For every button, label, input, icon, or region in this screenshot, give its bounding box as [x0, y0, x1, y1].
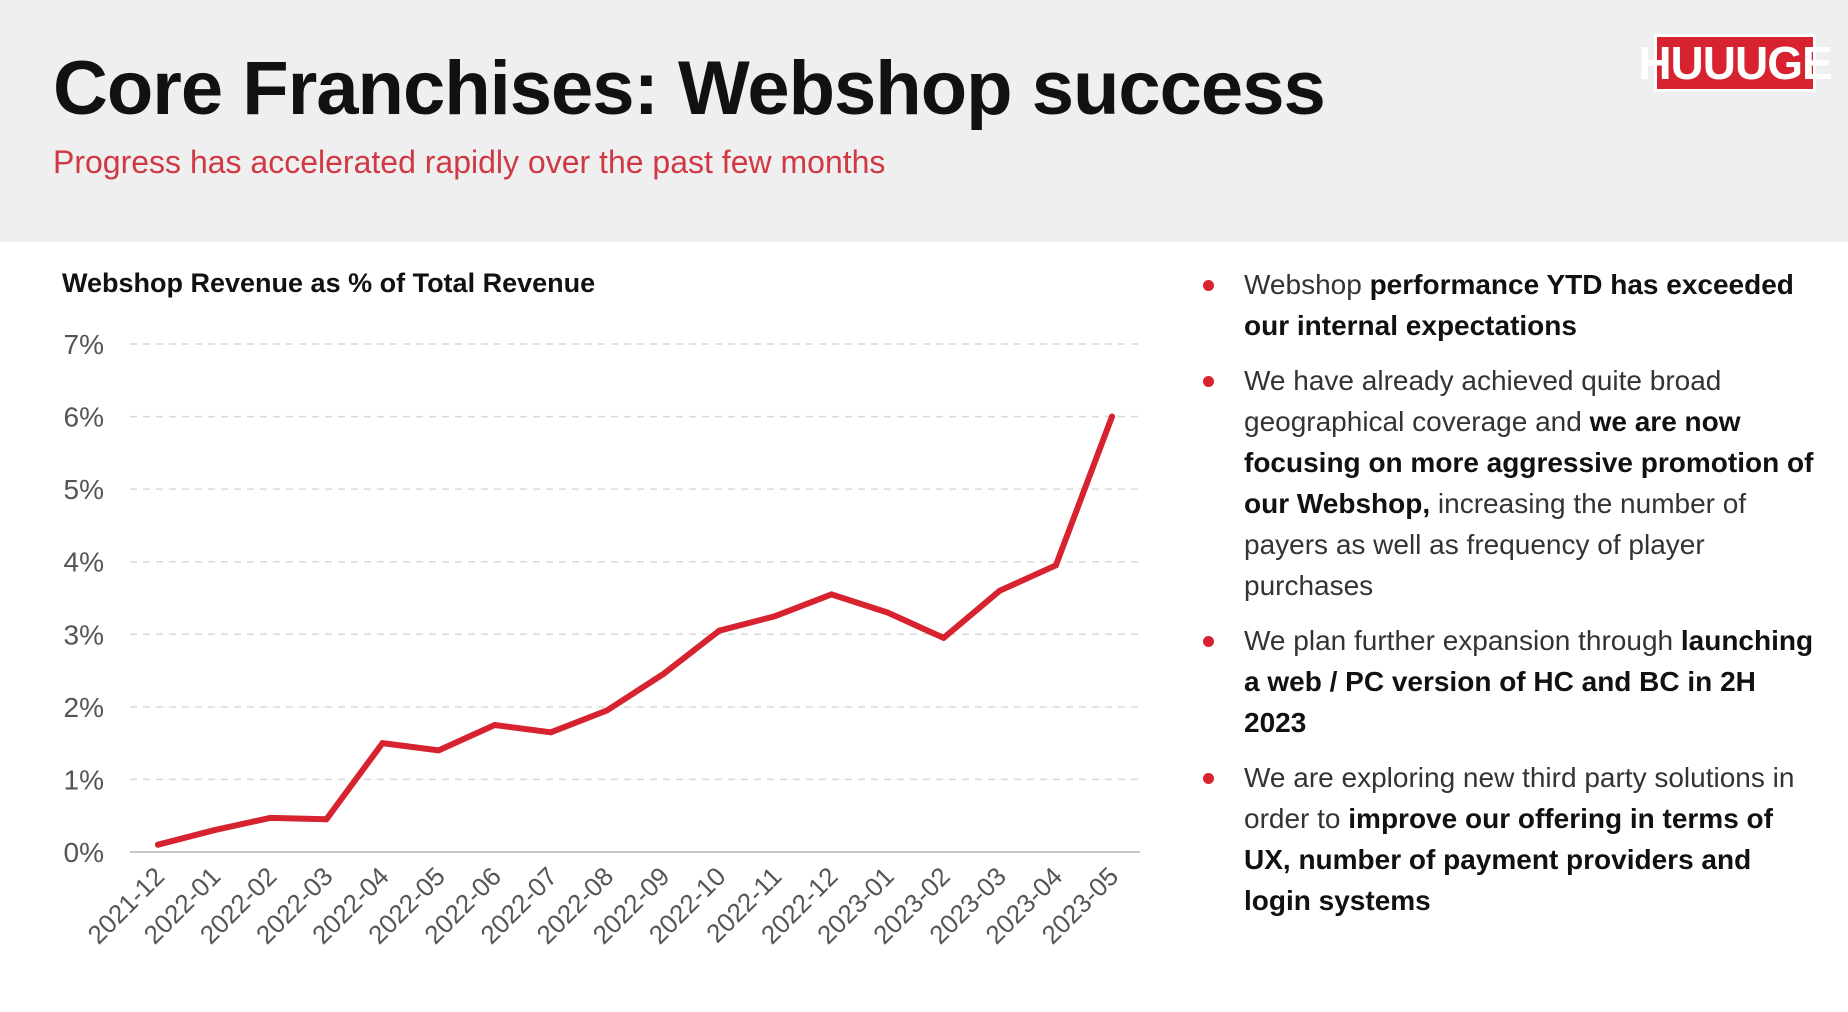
bullet-dot-icon	[1203, 376, 1214, 387]
bullet-text: We are exploring new third party solutio…	[1244, 762, 1795, 834]
data-point	[323, 816, 330, 823]
huuuge-logo: HUUUGE	[1638, 34, 1833, 92]
x-axis-ticks: 2021-122022-012022-022022-032022-042022-…	[82, 861, 1125, 950]
chart-title: Webshop Revenue as % of Total Revenue	[62, 268, 596, 298]
bullet-text: increasing the number of payers as well …	[1244, 488, 1747, 601]
data-point	[547, 729, 554, 736]
webshop-revenue-line-chart: 0% 1% 2% 3% 4% 5% 6% 7% 2021-122022-012022-0220…	[64, 329, 1140, 950]
data-point	[828, 591, 835, 598]
data-point	[1109, 413, 1115, 420]
header-banner: Core Franchises: Webshop success Progres…	[0, 0, 1848, 242]
bullet-item: We have already achieved quite broad geo…	[1200, 360, 1820, 606]
data-point	[435, 747, 442, 754]
bullet-item: We plan further expansion through launch…	[1200, 620, 1820, 743]
bullet-text: We plan further expansion through	[1244, 625, 1681, 656]
logo-text: HUUUGE	[1638, 37, 1832, 89]
bullet-text: We have already achieved quite broad geo…	[1244, 365, 1722, 437]
bullet-text-bold: launching a web / PC version of HC and B…	[1244, 625, 1814, 738]
y-tick-label: 2%	[64, 692, 104, 723]
data-point	[772, 613, 779, 620]
y-tick-label: 4%	[64, 547, 104, 578]
bullet-text-bold: performance YTD has exceeded our interna…	[1244, 269, 1794, 341]
bullet-text-bold: improve our offering in terms of UX, num…	[1244, 803, 1773, 916]
y-tick-label: 1%	[64, 764, 104, 795]
y-tick-label: 6%	[64, 402, 104, 433]
data-point	[267, 814, 274, 821]
bullet-text: Webshop	[1244, 269, 1370, 300]
series-line-layer	[155, 413, 1115, 848]
bullet-text-bold: we are now focusing on more aggressive p…	[1244, 406, 1814, 519]
key-points-list: Webshop performance YTD has exceeded our…	[1200, 264, 1820, 935]
data-point	[940, 634, 947, 641]
page-title: Core Franchises: Webshop success	[53, 46, 1326, 131]
y-tick-label: 0%	[64, 837, 104, 868]
data-point	[379, 740, 386, 747]
data-point	[660, 671, 667, 678]
data-point	[1052, 562, 1059, 569]
page-subtitle: Progress has accelerated rapidly over th…	[53, 144, 886, 180]
data-point	[716, 627, 723, 634]
bullet-item: Webshop performance YTD has exceeded our…	[1200, 264, 1820, 346]
y-tick-label: 7%	[64, 329, 104, 360]
data-point	[211, 827, 218, 834]
y-tick-label: 3%	[64, 619, 104, 650]
data-point	[491, 722, 498, 728]
y-tick-label: 5%	[64, 474, 104, 505]
data-point	[996, 587, 1003, 594]
bullet-dot-icon	[1203, 280, 1214, 291]
data-point	[603, 707, 610, 714]
data-point	[884, 609, 891, 616]
y-axis-ticks: 0% 1% 2% 3% 4% 5% 6% 7%	[64, 329, 104, 868]
bullet-dot-icon	[1203, 636, 1214, 647]
chart-gridlines	[130, 343, 1140, 853]
series-line	[155, 413, 1115, 848]
bullet-dot-icon	[1203, 773, 1214, 784]
data-point	[155, 841, 161, 848]
bullet-item: We are exploring new third party solutio…	[1200, 757, 1820, 921]
